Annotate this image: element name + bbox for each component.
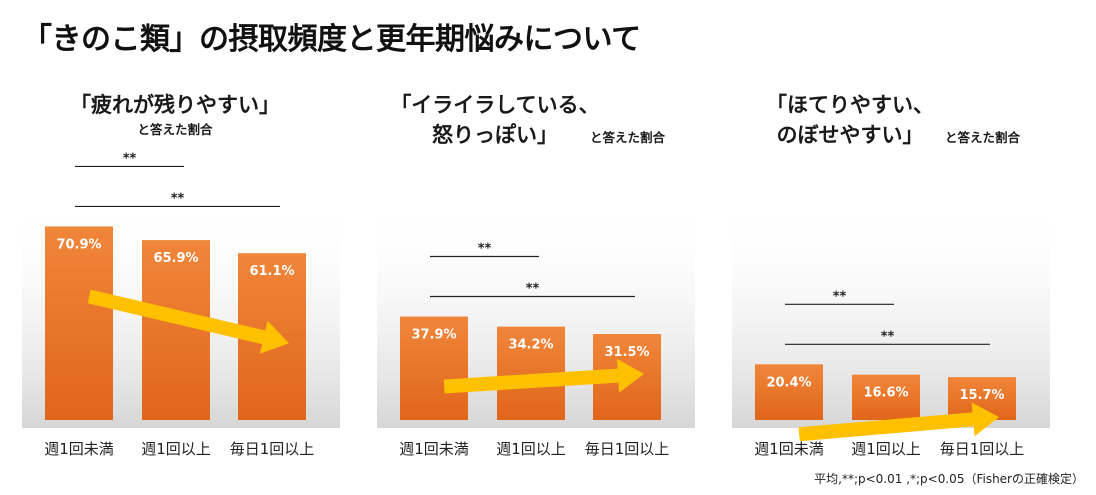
chart-svg-fatigue: 「疲れが残りやすい」と答えた割合 70.9% 週1回未満 65.9% 週1回以上 61.1… <box>22 93 340 458</box>
chart-svg-hot-flashes: 「ほてりやすい、のぼせやすい」 と答えた割合 20.4% 週1回未満 16.6% 週1回以… <box>732 93 1050 458</box>
chart-panel-hot-flashes: 「ほてりやすい、 のぼせやすい」 と答えた割合 20.4% 週1回未満 16.6% 週1回以… <box>730 80 1060 470</box>
bar-value-label: 31.5% <box>604 345 649 360</box>
trend-arrow <box>443 358 644 394</box>
chart-svg-irritability: 「イライラしている、怒りっぽい」 と答えた割合 37.9% 週1回未満 34.2% 週1回… <box>377 93 695 458</box>
significance-label: ** <box>478 242 492 257</box>
significance-label: ** <box>171 191 185 206</box>
bar <box>400 316 468 420</box>
chart-title-line: 怒りっぽい」 <box>432 123 558 147</box>
category-label: 毎日1回以上 <box>585 440 670 458</box>
bar-value-label: 65.9% <box>153 251 198 266</box>
chart-subtitle: と答えた割合 <box>137 122 213 137</box>
category-label: 週1回未満 <box>399 440 469 458</box>
chart-subtitle: と答えた割合 <box>945 130 1021 145</box>
trend-arrow <box>87 289 289 354</box>
category-label: 週1回以上 <box>496 440 566 458</box>
chart-title-line: 「疲れが残りやすい」 <box>70 93 280 117</box>
significance-label: ** <box>526 282 540 297</box>
chart-panel-irritability: 「イライラしている、 怒りっぽい」 と答えた割合 37.9% 週1回未満 34.2% 週1回… <box>375 80 705 470</box>
bar <box>142 240 210 420</box>
chart-subtitle: と答えた割合 <box>590 130 666 145</box>
category-label: 毎日1回以上 <box>940 440 1025 458</box>
bar-value-label: 34.2% <box>508 338 553 353</box>
bar <box>45 226 113 420</box>
significance-label: ** <box>123 151 137 166</box>
bar-value-label: 16.6% <box>863 386 908 401</box>
category-label: 毎日1回以上 <box>230 440 315 458</box>
bar-value-label: 70.9% <box>56 237 101 252</box>
chart-title-line: 「イライラしている、 <box>390 93 599 117</box>
category-label: 週1回以上 <box>851 440 921 458</box>
bar <box>755 364 823 420</box>
trend-arrow <box>798 402 999 442</box>
significance-label: ** <box>833 289 847 304</box>
category-label: 週1回未満 <box>754 440 824 458</box>
page-title: 「きのこ類」の摂取頻度と更年期悩みについて <box>22 22 641 57</box>
chart-title-line: のぼせやすい」 <box>777 123 924 147</box>
significance-label: ** <box>881 329 895 344</box>
category-label: 週1回未満 <box>44 440 114 458</box>
chart-title-line: 「ほてりやすい、 <box>766 93 934 117</box>
bar-value-label: 15.7% <box>959 388 1004 403</box>
category-label: 週1回以上 <box>141 440 211 458</box>
bar <box>852 374 920 420</box>
footnote: 平均,**;p<0.01 ,*;p<0.05（Fisherの正確検定） <box>814 472 1084 486</box>
bar-value-label: 61.1% <box>249 264 294 279</box>
bar-value-label: 20.4% <box>766 375 811 390</box>
chart-panel-fatigue: 「疲れが残りやすい」と答えた割合 70.9% 週1回未満 65.9% 週1回以上 61.1… <box>20 80 350 470</box>
bar-value-label: 37.9% <box>411 328 456 343</box>
